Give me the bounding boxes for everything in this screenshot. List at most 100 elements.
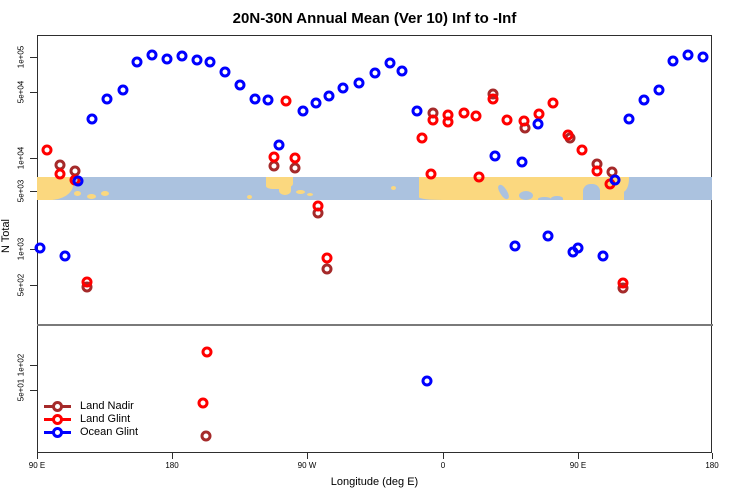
x-tick bbox=[712, 453, 713, 459]
data-point bbox=[219, 66, 231, 78]
data-point bbox=[667, 55, 679, 67]
map-band bbox=[37, 177, 712, 200]
data-point bbox=[131, 56, 143, 68]
x-tick-label: 90 E bbox=[569, 461, 587, 470]
data-point bbox=[682, 49, 694, 61]
map-land-segment bbox=[296, 190, 305, 194]
x-tick-label: 90 W bbox=[297, 461, 317, 470]
data-point bbox=[489, 150, 501, 162]
data-point bbox=[516, 156, 528, 168]
y-tick bbox=[30, 285, 37, 286]
data-point bbox=[384, 57, 396, 69]
data-point bbox=[268, 151, 280, 163]
data-point bbox=[59, 250, 71, 262]
legend-item-land-glint: Land Glint bbox=[44, 413, 138, 426]
data-point bbox=[323, 90, 335, 102]
y-tick-label: 5e+02 bbox=[16, 273, 26, 297]
data-point bbox=[597, 250, 609, 262]
map-land-segment bbox=[622, 177, 629, 192]
x-tick-label: 0 bbox=[440, 461, 446, 470]
map-land-segment bbox=[391, 186, 396, 190]
y-tick bbox=[30, 191, 37, 192]
y-tick bbox=[30, 249, 37, 250]
data-point bbox=[591, 165, 603, 177]
land-nadir-symbol-icon bbox=[44, 401, 71, 412]
data-point bbox=[576, 144, 588, 156]
data-point bbox=[176, 50, 188, 62]
data-point bbox=[280, 95, 292, 107]
legend-label: Land Nadir bbox=[80, 400, 134, 412]
map-land-segment bbox=[74, 191, 81, 196]
data-point bbox=[101, 93, 113, 105]
x-tick bbox=[172, 453, 173, 459]
data-point bbox=[321, 263, 333, 275]
legend-label: Land Glint bbox=[80, 413, 131, 425]
x-tick bbox=[37, 453, 38, 459]
y-tick bbox=[30, 158, 37, 159]
x-tick-label: 180 bbox=[705, 461, 719, 470]
data-point bbox=[273, 139, 285, 151]
data-point bbox=[501, 114, 513, 126]
data-point bbox=[533, 108, 545, 120]
data-point bbox=[234, 79, 246, 91]
data-point bbox=[653, 84, 665, 96]
data-point bbox=[197, 397, 209, 409]
x-tick-label: 180 bbox=[165, 461, 179, 470]
data-point bbox=[310, 97, 322, 109]
data-point bbox=[204, 56, 216, 68]
data-point bbox=[353, 77, 365, 89]
data-point bbox=[411, 105, 423, 117]
data-point bbox=[562, 129, 574, 141]
data-point bbox=[416, 132, 428, 144]
chart-title: 20N-30N Annual Mean (Ver 10) Inf to -Inf bbox=[232, 10, 517, 27]
data-point bbox=[396, 65, 408, 77]
data-point bbox=[312, 200, 324, 212]
data-point bbox=[146, 49, 158, 61]
y-tick-label: 1e+05 bbox=[16, 45, 26, 69]
data-point bbox=[542, 230, 554, 242]
y-tick-label: 1e+03 bbox=[16, 237, 26, 261]
y-tick-label: 5e+04 bbox=[16, 80, 26, 104]
data-point bbox=[697, 51, 709, 63]
data-point bbox=[297, 105, 309, 117]
x-axis-label: Longitude (deg E) bbox=[330, 476, 419, 488]
data-point bbox=[473, 171, 485, 183]
legend-item-ocean-glint: Ocean Glint bbox=[44, 426, 138, 439]
data-point bbox=[623, 113, 635, 125]
map-land-segment bbox=[247, 195, 252, 199]
x-tick bbox=[443, 453, 444, 459]
data-point bbox=[425, 168, 437, 180]
map-land-segment bbox=[279, 186, 291, 195]
y-tick bbox=[30, 390, 37, 391]
data-point bbox=[638, 94, 650, 106]
map-ocean-notch bbox=[583, 184, 600, 200]
map-ocean-notch bbox=[519, 191, 533, 200]
land-glint-symbol-icon bbox=[44, 414, 71, 425]
y-tick bbox=[30, 365, 37, 366]
data-point bbox=[201, 346, 213, 358]
data-point bbox=[369, 67, 381, 79]
data-point bbox=[81, 276, 93, 288]
panel-divider-line bbox=[37, 324, 713, 326]
map-land-segment bbox=[101, 191, 109, 196]
ocean-glint-symbol-icon bbox=[44, 427, 71, 438]
data-point bbox=[337, 82, 349, 94]
plot-area bbox=[37, 35, 712, 453]
data-point bbox=[321, 252, 333, 264]
y-tick bbox=[30, 57, 37, 58]
data-point bbox=[191, 54, 203, 66]
data-point bbox=[34, 242, 46, 254]
data-point bbox=[117, 84, 129, 96]
x-tick bbox=[307, 453, 308, 459]
data-point bbox=[547, 97, 559, 109]
legend-label: Ocean Glint bbox=[80, 426, 139, 438]
data-point bbox=[421, 375, 433, 387]
data-point bbox=[161, 53, 173, 65]
y-tick bbox=[30, 92, 37, 93]
map-land-segment bbox=[419, 177, 624, 200]
data-point bbox=[262, 94, 274, 106]
x-tick-label: 90 E bbox=[28, 461, 46, 470]
data-point bbox=[249, 93, 261, 105]
data-point bbox=[518, 115, 530, 127]
